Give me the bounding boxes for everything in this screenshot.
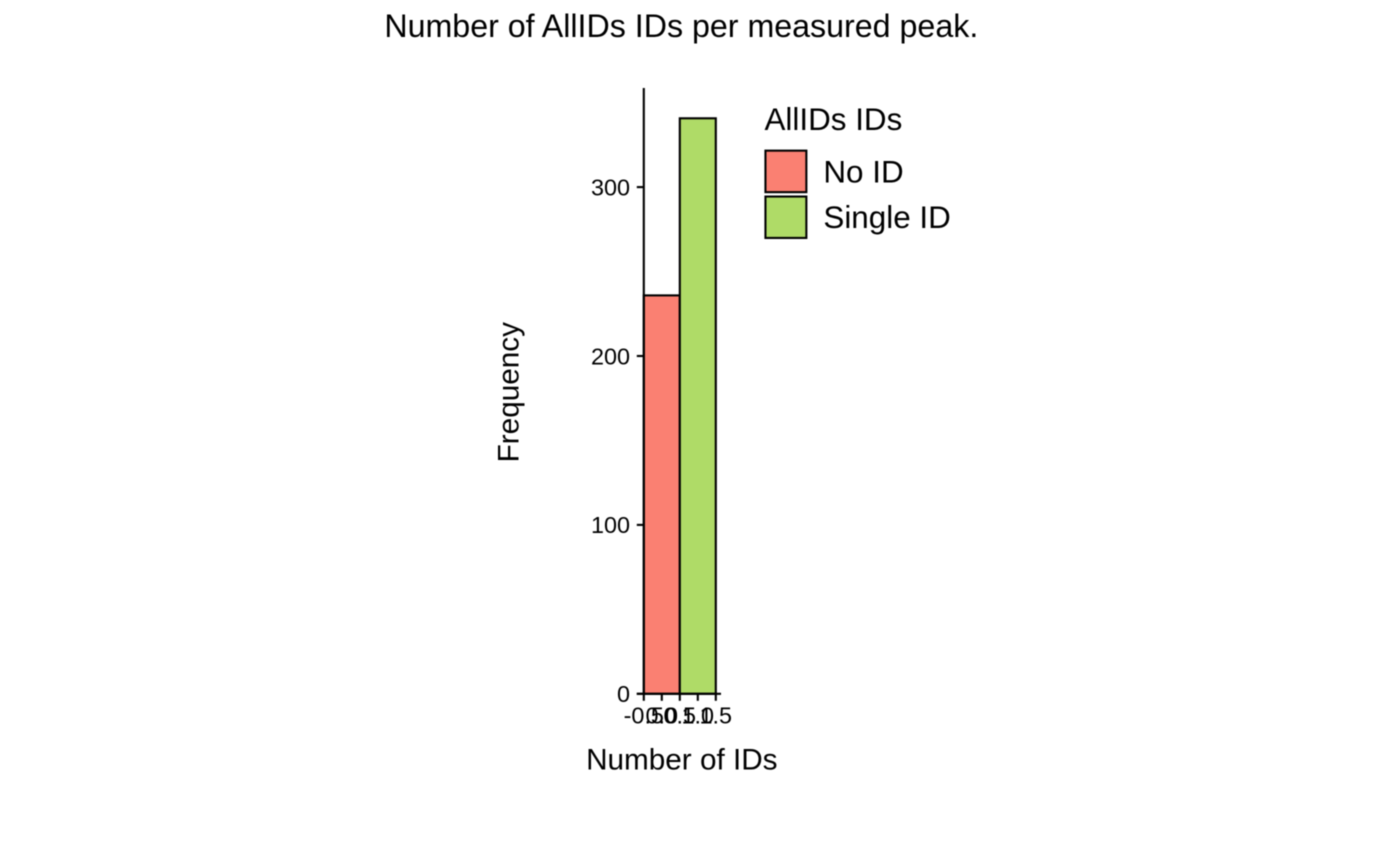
svg-text:0.5: 0.5 <box>664 703 697 729</box>
svg-text:0.0: 0.0 <box>646 703 679 729</box>
svg-text:Number of AllIDs IDs per measu: Number of AllIDs IDs per measured peak. <box>384 8 978 44</box>
svg-text:No ID: No ID <box>823 155 903 190</box>
svg-text:Frequency: Frequency <box>493 322 526 462</box>
svg-text:1.5: 1.5 <box>700 703 733 729</box>
svg-text:200: 200 <box>591 343 630 369</box>
svg-text:Number of IDs: Number of IDs <box>586 743 777 776</box>
svg-text:300: 300 <box>591 174 630 200</box>
svg-text:-0.5: -0.5 <box>624 703 664 729</box>
svg-text:1.0: 1.0 <box>682 703 715 729</box>
svg-text:0: 0 <box>617 681 630 707</box>
svg-text:100: 100 <box>591 512 630 538</box>
svg-text:AllIDs IDs: AllIDs IDs <box>765 102 903 137</box>
svg-text:Single ID: Single ID <box>823 200 950 235</box>
